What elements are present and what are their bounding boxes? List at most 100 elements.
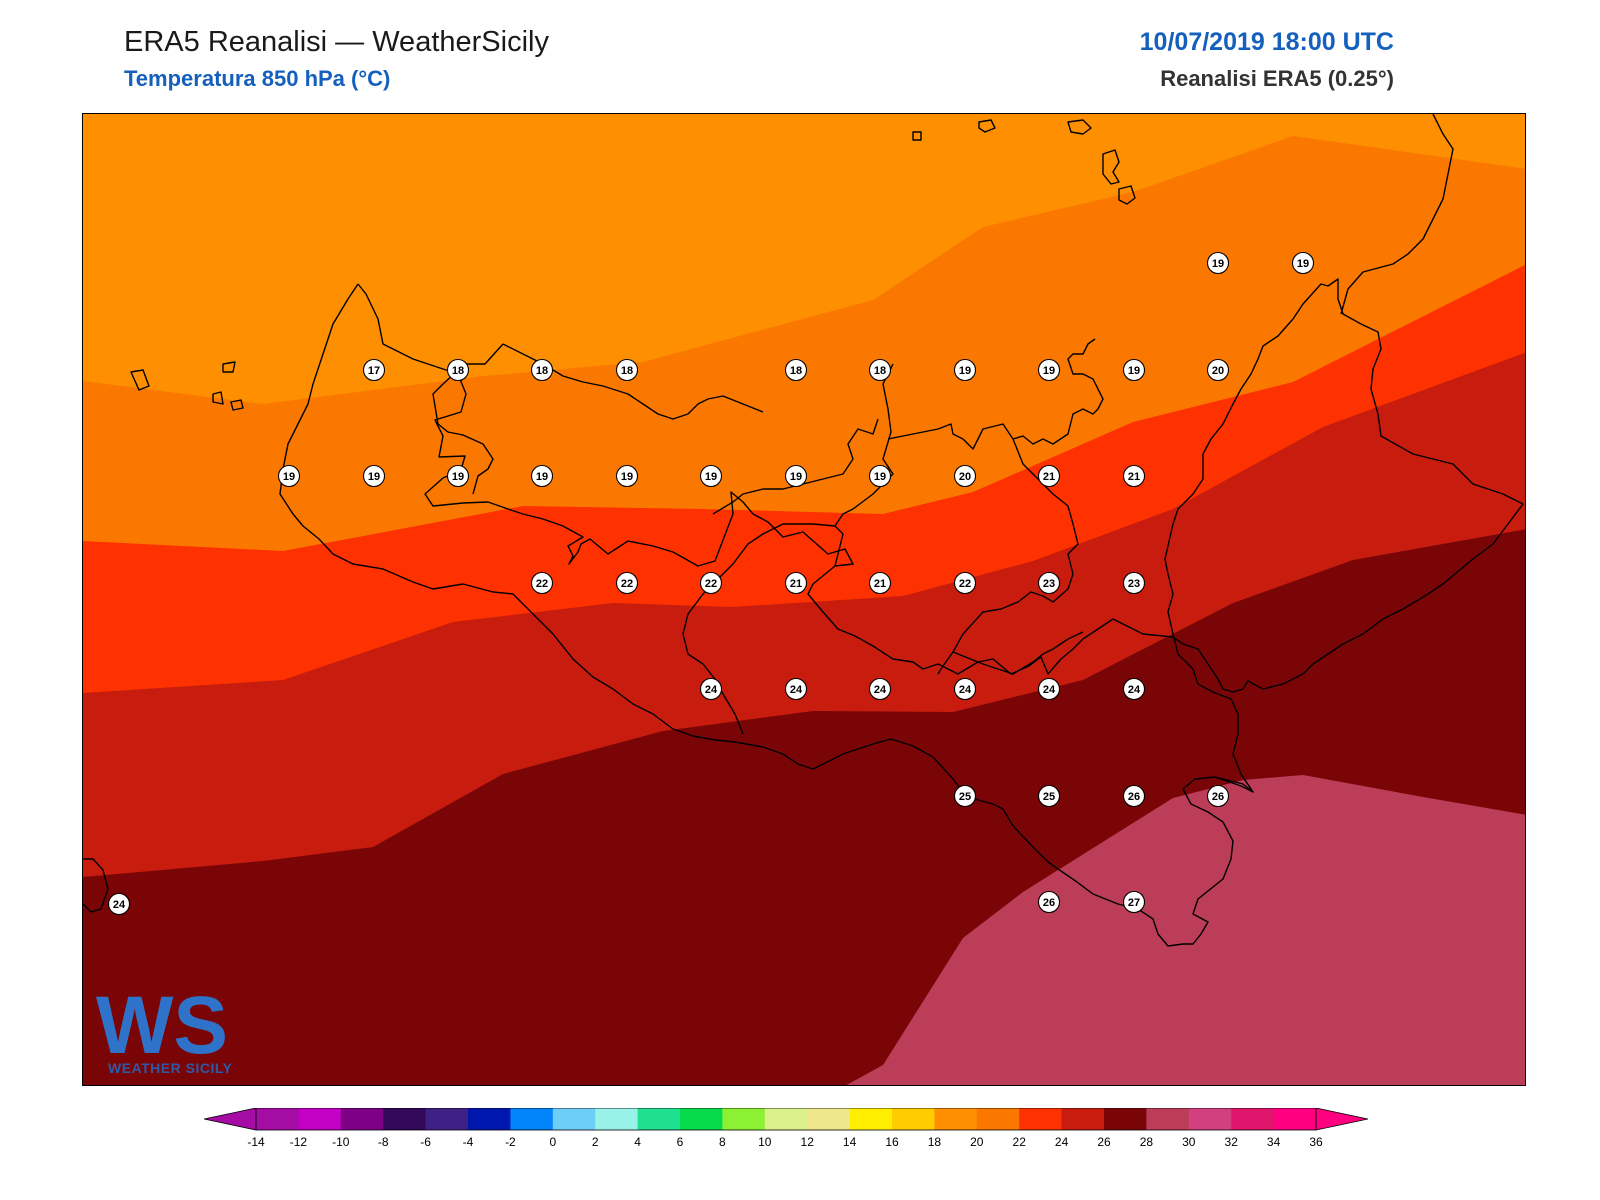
station-circle bbox=[107, 892, 131, 916]
station-marker: 19 bbox=[1037, 358, 1061, 382]
station-marker: 26 bbox=[1122, 784, 1146, 808]
station-value: 24 bbox=[113, 899, 126, 911]
station-value: 17 bbox=[368, 365, 380, 377]
data-source: Reanalisi ERA5 (0.25°) bbox=[1160, 66, 1394, 91]
station-marker: 24 bbox=[1037, 677, 1061, 701]
station-circle bbox=[953, 571, 977, 595]
colorbar-tick-label: -14 bbox=[247, 1135, 265, 1149]
station-value: 18 bbox=[874, 365, 886, 377]
station-circle bbox=[953, 784, 977, 808]
station-value: 25 bbox=[1043, 791, 1055, 803]
colorbar-swatch bbox=[1146, 1108, 1190, 1130]
station-circle bbox=[530, 571, 554, 595]
station-circle bbox=[1037, 784, 1061, 808]
station-marker: 24 bbox=[107, 892, 131, 916]
colorbar-swatch bbox=[298, 1108, 342, 1130]
station-circle bbox=[868, 677, 892, 701]
station-value: 21 bbox=[874, 578, 886, 590]
station-marker: 22 bbox=[530, 571, 554, 595]
colorbar-tick-label: -8 bbox=[378, 1135, 389, 1149]
station-value: 18 bbox=[621, 365, 633, 377]
station-marker: 21 bbox=[1037, 464, 1061, 488]
station-circle bbox=[868, 358, 892, 382]
station-circle bbox=[1206, 251, 1230, 275]
colorbar-tick-label: -4 bbox=[463, 1135, 474, 1149]
colorbar-swatch bbox=[807, 1108, 851, 1130]
station-circle bbox=[1122, 784, 1146, 808]
station-circle bbox=[615, 571, 639, 595]
station-circle bbox=[1206, 358, 1230, 382]
colorbar-tick-label: 20 bbox=[970, 1135, 984, 1149]
colorbar-swatch bbox=[1061, 1108, 1105, 1130]
station-value: 23 bbox=[1043, 578, 1055, 590]
station-value: 24 bbox=[874, 684, 887, 696]
colorbar-tick-label: 16 bbox=[885, 1135, 899, 1149]
colorbar-swatch bbox=[552, 1108, 596, 1130]
colorbar-swatch bbox=[637, 1108, 681, 1130]
valid-datetime: 10/07/2019 18:00 UTC bbox=[1139, 28, 1394, 56]
station-circle bbox=[1291, 251, 1315, 275]
colorbar-tick-label: 30 bbox=[1182, 1135, 1196, 1149]
station-marker: 18 bbox=[446, 358, 470, 382]
station-circle bbox=[868, 464, 892, 488]
station-marker: 19 bbox=[953, 358, 977, 382]
station-circle bbox=[1037, 890, 1061, 914]
province-border-5 bbox=[952, 631, 1084, 675]
station-value: 19 bbox=[1212, 258, 1224, 270]
station-marker: 22 bbox=[615, 571, 639, 595]
province-border-3 bbox=[887, 338, 1104, 450]
station-circle bbox=[1122, 571, 1146, 595]
colorbar-swatch bbox=[256, 1108, 299, 1130]
colorbar-swatch bbox=[722, 1108, 766, 1130]
station-circle bbox=[1037, 571, 1061, 595]
colorbar-tick-label: 14 bbox=[843, 1135, 857, 1149]
colorbar-tick-label: -10 bbox=[332, 1135, 350, 1149]
station-value: 19 bbox=[1128, 365, 1140, 377]
station-value: 25 bbox=[959, 791, 971, 803]
colorbar-outline bbox=[255, 1107, 1317, 1131]
colorbar-swatch bbox=[934, 1108, 978, 1130]
map-title: ERA5 Reanalisi — WeatherSicily bbox=[124, 26, 549, 58]
colorbar-tick-label: 36 bbox=[1309, 1135, 1323, 1149]
station-circle bbox=[953, 677, 977, 701]
station-circle bbox=[953, 464, 977, 488]
station-circle bbox=[530, 464, 554, 488]
station-value: 19 bbox=[621, 471, 633, 483]
station-marker: 19 bbox=[1122, 358, 1146, 382]
colorbar-tick-label: 32 bbox=[1225, 1135, 1239, 1149]
station-marker: 18 bbox=[868, 358, 892, 382]
colorbar-tick-label: 10 bbox=[758, 1135, 772, 1149]
station-marker: 22 bbox=[953, 571, 977, 595]
colorbar-tick-label: -12 bbox=[290, 1135, 308, 1149]
colorbar-swatch bbox=[849, 1108, 893, 1130]
colorbar-tick-label: 18 bbox=[928, 1135, 942, 1149]
station-circle bbox=[362, 464, 386, 488]
station-value: 24 bbox=[1128, 684, 1141, 696]
colorbar-swatch bbox=[595, 1108, 639, 1130]
station-value: 21 bbox=[790, 578, 802, 590]
station-circle bbox=[699, 571, 723, 595]
colorbar-tick-label: 26 bbox=[1097, 1135, 1111, 1149]
station-marker: 24 bbox=[699, 677, 723, 701]
station-circle bbox=[615, 358, 639, 382]
station-marker: 21 bbox=[868, 571, 892, 595]
colorbar-swatch bbox=[892, 1108, 935, 1130]
colorbar-tick-label: 4 bbox=[634, 1135, 641, 1149]
station-marker: 26 bbox=[1206, 784, 1230, 808]
colorbar-swatch bbox=[383, 1108, 427, 1130]
station-marker: 18 bbox=[615, 358, 639, 382]
station-circle bbox=[1122, 464, 1146, 488]
province-border-4 bbox=[937, 438, 1079, 675]
station-marker: 19 bbox=[615, 464, 639, 488]
station-marker: 19 bbox=[362, 464, 386, 488]
colorbar-tick-label: 12 bbox=[801, 1135, 815, 1149]
station-value: 19 bbox=[790, 471, 802, 483]
colorbar-tick-label: 34 bbox=[1267, 1135, 1281, 1149]
station-marker: 24 bbox=[953, 677, 977, 701]
colorbar-tick-label: 28 bbox=[1140, 1135, 1154, 1149]
station-marker: 24 bbox=[784, 677, 808, 701]
station-circle bbox=[1122, 890, 1146, 914]
station-value: 19 bbox=[536, 471, 548, 483]
station-circle bbox=[446, 464, 470, 488]
station-value: 20 bbox=[959, 471, 971, 483]
